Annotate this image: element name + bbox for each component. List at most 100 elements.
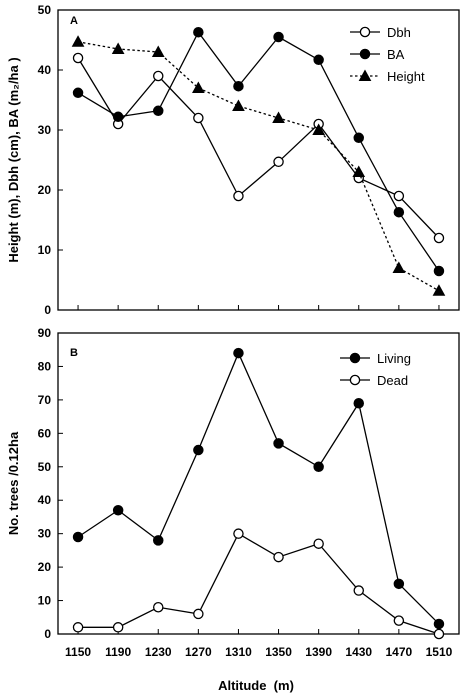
y-tick-label: 40 [38, 63, 52, 77]
data-point [273, 551, 284, 563]
data-point [353, 585, 364, 596]
data-point [393, 578, 405, 590]
x-axis-title: Altitude (m) [218, 678, 294, 693]
data-point [152, 535, 164, 546]
y-tick-label: 20 [38, 560, 52, 574]
legend-label: Dbh [387, 25, 411, 40]
data-point [71, 35, 85, 47]
x-tick-label: 1350 [265, 645, 292, 659]
y-axis-title: No. trees /0.12ha [6, 431, 21, 535]
data-point [433, 265, 445, 277]
data-point [112, 111, 124, 123]
data-point [352, 165, 366, 177]
plot-frame [57, 9, 460, 311]
y-tick-label: 70 [38, 393, 52, 407]
panel-b-chart: 0 10 20 30 40 50 60 70 80 90 B No. trees /0.12ha Liv… [6, 326, 460, 641]
legend-marker [359, 48, 371, 60]
x-tick-label: 1390 [305, 645, 332, 659]
plot-frame [57, 332, 460, 635]
data-point [233, 80, 244, 92]
series-line [78, 532, 440, 635]
data-point [313, 461, 324, 473]
series-ba [72, 26, 445, 277]
legend-marker [358, 69, 372, 81]
series-height [71, 35, 446, 296]
y-tick-label: 10 [38, 243, 52, 257]
data-point [193, 26, 204, 38]
y-tick-label: 40 [38, 493, 52, 507]
x-tick-label: 1150 [65, 645, 91, 659]
y-tick-label: 50 [38, 460, 52, 474]
series-line [77, 351, 440, 625]
panel-label: A [70, 15, 78, 27]
x-tick-label: 1270 [185, 645, 212, 659]
data-point [233, 528, 244, 539]
data-point [72, 87, 84, 99]
data-point [433, 628, 445, 640]
legend-label: Living [377, 351, 411, 366]
data-point [112, 505, 124, 516]
y-tick-label: 90 [38, 326, 52, 340]
data-point [273, 31, 284, 43]
data-point [273, 156, 284, 168]
data-point [152, 105, 164, 117]
panel-a-chart: 0 10 20 30 40 50 A Height (m), Dbh (cm), BA (m₂… [6, 3, 460, 317]
data-point [233, 190, 244, 202]
legend-marker [359, 26, 371, 38]
series-living [72, 347, 445, 630]
data-point [393, 615, 405, 626]
data-point [193, 444, 204, 456]
x-tick-label: 1430 [345, 645, 372, 659]
y-tick-label: 30 [38, 123, 52, 137]
x-tick-label: 1470 [385, 645, 412, 659]
legend-label: Height [387, 69, 425, 84]
y-tick-label: 60 [38, 426, 52, 440]
y-tick-label: 0 [44, 303, 51, 317]
series-line [77, 41, 440, 292]
y-axis-title: Height (m), Dbh (cm), BA (m₂/ha ) [6, 57, 21, 262]
data-point [433, 232, 445, 244]
y-tick-label: 50 [38, 3, 52, 17]
data-point [193, 608, 204, 620]
data-point [72, 622, 84, 633]
data-point [273, 438, 284, 449]
panel-label: B [70, 347, 78, 359]
data-point [353, 132, 364, 144]
data-point [392, 261, 406, 273]
y-tick-label: 20 [38, 183, 52, 197]
data-point [152, 70, 164, 82]
x-axis: 1150 1190 1230 1270 1310 1350 1390 1430 1470 1510 [65, 645, 453, 659]
data-point [393, 206, 405, 218]
data-point [353, 397, 364, 409]
legend-label: Dead [377, 373, 408, 388]
series-line [77, 57, 440, 239]
legend-marker [349, 352, 361, 364]
series-dead [72, 528, 445, 640]
data-point [72, 531, 84, 543]
y-tick-label: 0 [44, 627, 51, 641]
data-point [432, 284, 446, 296]
x-tick-label: 1310 [225, 645, 252, 659]
series-line [77, 30, 440, 272]
data-point [193, 112, 204, 124]
data-point [433, 618, 445, 630]
y-tick-label: 10 [38, 594, 52, 608]
data-point [111, 42, 125, 54]
series-dbh [72, 52, 445, 244]
data-point [232, 99, 245, 111]
data-point [152, 601, 164, 613]
x-tick-label: 1510 [426, 645, 453, 659]
data-point [272, 111, 285, 123]
data-point [313, 54, 324, 66]
x-tick-label: 1190 [105, 645, 131, 659]
data-point [312, 123, 325, 135]
data-point [192, 81, 205, 93]
data-point [112, 622, 124, 633]
x-tick-label: 1230 [145, 645, 172, 659]
data-point [313, 538, 324, 549]
data-point [151, 45, 165, 57]
legend-marker [349, 374, 361, 386]
data-point [233, 347, 244, 359]
data-point [72, 52, 84, 64]
